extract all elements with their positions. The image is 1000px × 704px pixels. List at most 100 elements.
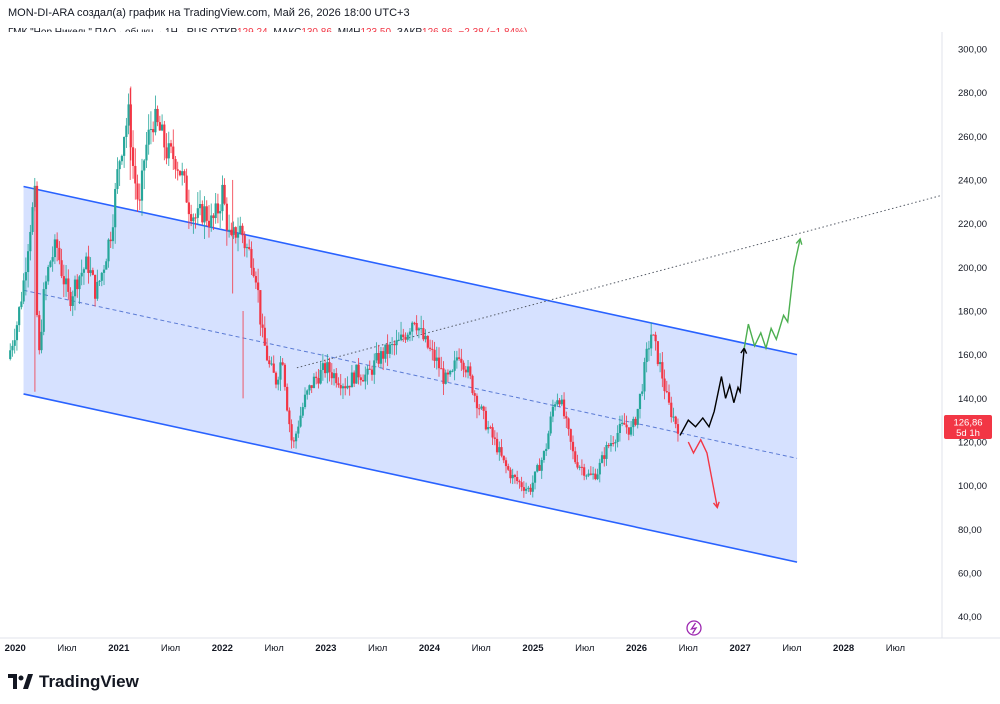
y-tick-label: 100,00 [958, 481, 987, 492]
candle-body [87, 256, 90, 273]
x-tick-label: Июл [679, 643, 698, 654]
candle-body [493, 437, 496, 439]
candle-body [315, 376, 318, 379]
candle-body [437, 357, 441, 369]
lightning-icon [690, 622, 698, 634]
tradingview-logo[interactable]: TradingView [8, 672, 139, 692]
candle-body [181, 171, 184, 176]
candle-body [11, 345, 14, 351]
candle-body [118, 161, 121, 170]
y-tick-label: 120,00 [958, 438, 987, 449]
candle-body [24, 272, 27, 281]
candle-body [73, 279, 77, 297]
candle-body [373, 360, 376, 375]
candle-body [500, 447, 503, 456]
candle-body [216, 203, 220, 214]
candle-body [232, 227, 235, 235]
candle-body [676, 424, 680, 434]
candle-body [15, 325, 19, 341]
candle-body [495, 438, 499, 453]
candle-body [504, 460, 508, 467]
candle-body [442, 368, 445, 384]
candle-body [196, 208, 199, 218]
candle-body [598, 462, 601, 475]
x-tick-label: 2025 [522, 643, 544, 654]
candle-body [507, 466, 510, 470]
x-tick-label: 2023 [315, 643, 336, 654]
candle-body [395, 340, 398, 346]
candle-body [475, 395, 479, 409]
candle-body [109, 239, 112, 242]
x-tick-label: 2020 [5, 643, 26, 654]
candle-body [638, 393, 642, 409]
candle-body [355, 364, 358, 384]
candle-body [210, 215, 213, 228]
candle-body [391, 344, 394, 346]
candle-body [446, 372, 450, 375]
candle-body [140, 170, 144, 201]
candle-body [529, 487, 532, 492]
y-tick-label: 200,00 [958, 263, 987, 274]
candle-body [350, 372, 354, 388]
candle-body [478, 408, 481, 410]
candle-body [129, 104, 132, 148]
candle-body [120, 155, 123, 162]
candle-body [268, 360, 271, 365]
x-tick-label: 2022 [212, 643, 233, 654]
candle-body [589, 473, 592, 475]
x-tick-label: Июл [368, 643, 387, 654]
candle-body [205, 206, 208, 221]
candle-body [591, 473, 595, 475]
candle-body [513, 474, 517, 478]
candle-body [31, 207, 34, 232]
last-price-value: 126,86 [953, 418, 982, 429]
candle-body [207, 220, 211, 228]
candle-body [58, 247, 61, 261]
candle-body [187, 202, 190, 215]
candle-body [542, 451, 546, 460]
y-tick-label: 160,00 [958, 350, 987, 361]
candle-body [9, 350, 12, 360]
candle-body [234, 227, 237, 238]
candle-body [567, 418, 570, 430]
candle-body [473, 393, 476, 396]
candle-body [556, 400, 559, 405]
candle-body [404, 337, 407, 340]
candle-body [464, 369, 467, 373]
candle-body [259, 290, 262, 325]
candle-body [152, 129, 155, 133]
candle-body [663, 378, 666, 392]
candle-body [201, 204, 204, 223]
candle-body [169, 143, 173, 147]
candle-body [667, 392, 671, 403]
candle-body [277, 379, 280, 385]
forecast-bearish-path [687, 438, 718, 508]
candle-body [243, 235, 246, 249]
candle-body [241, 225, 244, 236]
y-tick-label: 280,00 [958, 88, 987, 99]
candle-body [102, 269, 106, 273]
y-tick-label: 220,00 [958, 219, 987, 230]
candle-body [665, 391, 668, 393]
candle-body [554, 404, 557, 407]
candle-body [143, 160, 146, 171]
channel-lower-line [23, 393, 798, 563]
x-tick-label: 2027 [730, 643, 751, 654]
x-axis: 2020 Июл 2021 Июл 2022 Июл 2023 Июл 2024 Июл 2025 И… [5, 643, 905, 654]
candle-body [621, 422, 624, 424]
chart-author-header: MON-DI-ARA создал(а) график на TradingVi… [8, 7, 410, 19]
candle-body [286, 386, 289, 411]
candle-body [516, 477, 519, 482]
x-tick-label: Июл [161, 643, 180, 654]
candle-body [384, 344, 387, 359]
candle-body [248, 247, 251, 249]
candle-body [53, 239, 56, 258]
candle-body [511, 474, 514, 479]
candle-body [78, 276, 81, 290]
candle-body [377, 353, 380, 364]
candle-body [634, 418, 637, 425]
forecast-bullish-path-arrowhead [795, 237, 803, 245]
candle-body [294, 433, 298, 442]
candle-body [379, 351, 383, 364]
